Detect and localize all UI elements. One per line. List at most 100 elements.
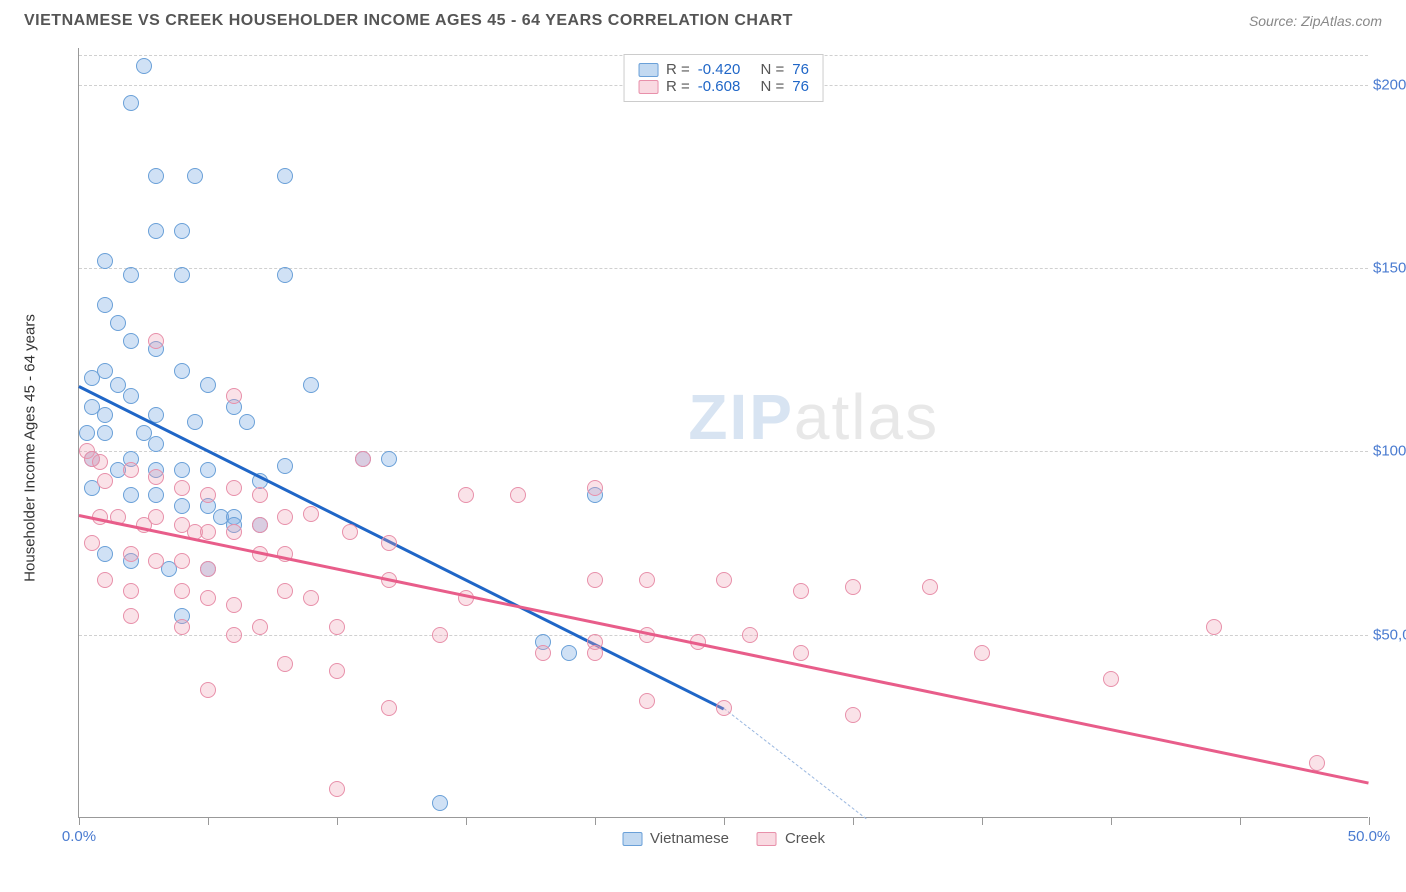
data-point <box>587 645 603 661</box>
data-point <box>123 462 139 478</box>
data-point <box>110 315 126 331</box>
r-value: -0.420 <box>698 61 741 78</box>
data-point <box>200 462 216 478</box>
data-point <box>845 579 861 595</box>
y-tick-label: $200,000 <box>1373 76 1406 93</box>
data-point <box>252 517 268 533</box>
x-tick <box>1240 817 1241 825</box>
x-tick-label: 0.0% <box>62 828 96 845</box>
data-point <box>97 425 113 441</box>
data-point <box>84 535 100 551</box>
watermark-rest: atlas <box>794 381 939 453</box>
data-point <box>381 451 397 467</box>
data-point <box>239 414 255 430</box>
data-point <box>342 524 358 540</box>
data-point <box>123 333 139 349</box>
data-point <box>432 795 448 811</box>
legend-item: Vietnamese <box>622 830 729 847</box>
y-tick-label: $50,000 <box>1373 626 1406 643</box>
data-point <box>742 627 758 643</box>
x-tick-label: 50.0% <box>1348 828 1391 845</box>
data-point <box>1206 619 1222 635</box>
data-point <box>174 223 190 239</box>
x-tick <box>337 817 338 825</box>
data-point <box>200 487 216 503</box>
data-point <box>187 168 203 184</box>
y-tick-label: $100,000 <box>1373 443 1406 460</box>
n-value: 76 <box>792 61 809 78</box>
data-point <box>123 608 139 624</box>
data-point <box>1103 671 1119 687</box>
data-point <box>174 583 190 599</box>
data-point <box>587 480 603 496</box>
data-point <box>639 693 655 709</box>
data-point <box>123 546 139 562</box>
data-point <box>97 546 113 562</box>
data-point <box>136 58 152 74</box>
data-point <box>381 535 397 551</box>
x-tick <box>982 817 983 825</box>
data-point <box>200 377 216 393</box>
legend-label: Creek <box>785 830 825 847</box>
data-point <box>226 480 242 496</box>
data-point <box>148 223 164 239</box>
data-point <box>226 597 242 613</box>
legend-label: Vietnamese <box>650 830 729 847</box>
legend-correlation: R = -0.420 N = 76R = -0.608 N = 76 <box>623 54 824 102</box>
data-point <box>174 498 190 514</box>
y-axis-label: Householder Income Ages 45 - 64 years <box>22 314 39 582</box>
data-point <box>148 553 164 569</box>
trend-line-extrapolated <box>724 708 867 819</box>
watermark-bold: ZIP <box>688 381 794 453</box>
legend-swatch <box>638 80 658 94</box>
data-point <box>174 267 190 283</box>
data-point <box>174 363 190 379</box>
chart-container: Householder Income Ages 45 - 64 years ZI… <box>48 48 1378 848</box>
data-point <box>123 267 139 283</box>
n-value: 76 <box>792 78 809 95</box>
gridline-h <box>79 268 1368 269</box>
data-point <box>277 168 293 184</box>
data-point <box>97 473 113 489</box>
data-point <box>303 506 319 522</box>
data-point <box>1309 755 1325 771</box>
data-point <box>148 333 164 349</box>
y-tick-label: $150,000 <box>1373 260 1406 277</box>
x-tick <box>724 817 725 825</box>
data-point <box>148 487 164 503</box>
data-point <box>174 480 190 496</box>
data-point <box>148 168 164 184</box>
data-point <box>329 781 345 797</box>
data-point <box>174 462 190 478</box>
r-label: R = <box>666 61 690 78</box>
data-point <box>97 363 113 379</box>
trend-line <box>79 514 1369 784</box>
data-point <box>716 572 732 588</box>
data-point <box>148 436 164 452</box>
data-point <box>587 572 603 588</box>
data-point <box>277 509 293 525</box>
data-point <box>97 253 113 269</box>
data-point <box>561 645 577 661</box>
legend-swatch <box>622 832 642 846</box>
data-point <box>97 572 113 588</box>
data-point <box>329 619 345 635</box>
data-point <box>123 583 139 599</box>
data-point <box>200 590 216 606</box>
trend-line <box>78 385 724 710</box>
data-point <box>432 627 448 643</box>
source-label: Source: ZipAtlas.com <box>1249 13 1382 29</box>
data-point <box>200 682 216 698</box>
data-point <box>97 297 113 313</box>
r-label: R = <box>666 78 690 95</box>
n-label: N = <box>761 78 785 95</box>
n-label: N = <box>761 61 785 78</box>
data-point <box>793 583 809 599</box>
legend-series: Vietnamese Creek <box>622 830 825 847</box>
data-point <box>174 619 190 635</box>
data-point <box>226 524 242 540</box>
data-point <box>97 407 113 423</box>
data-point <box>458 487 474 503</box>
data-point <box>123 95 139 111</box>
data-point <box>252 619 268 635</box>
